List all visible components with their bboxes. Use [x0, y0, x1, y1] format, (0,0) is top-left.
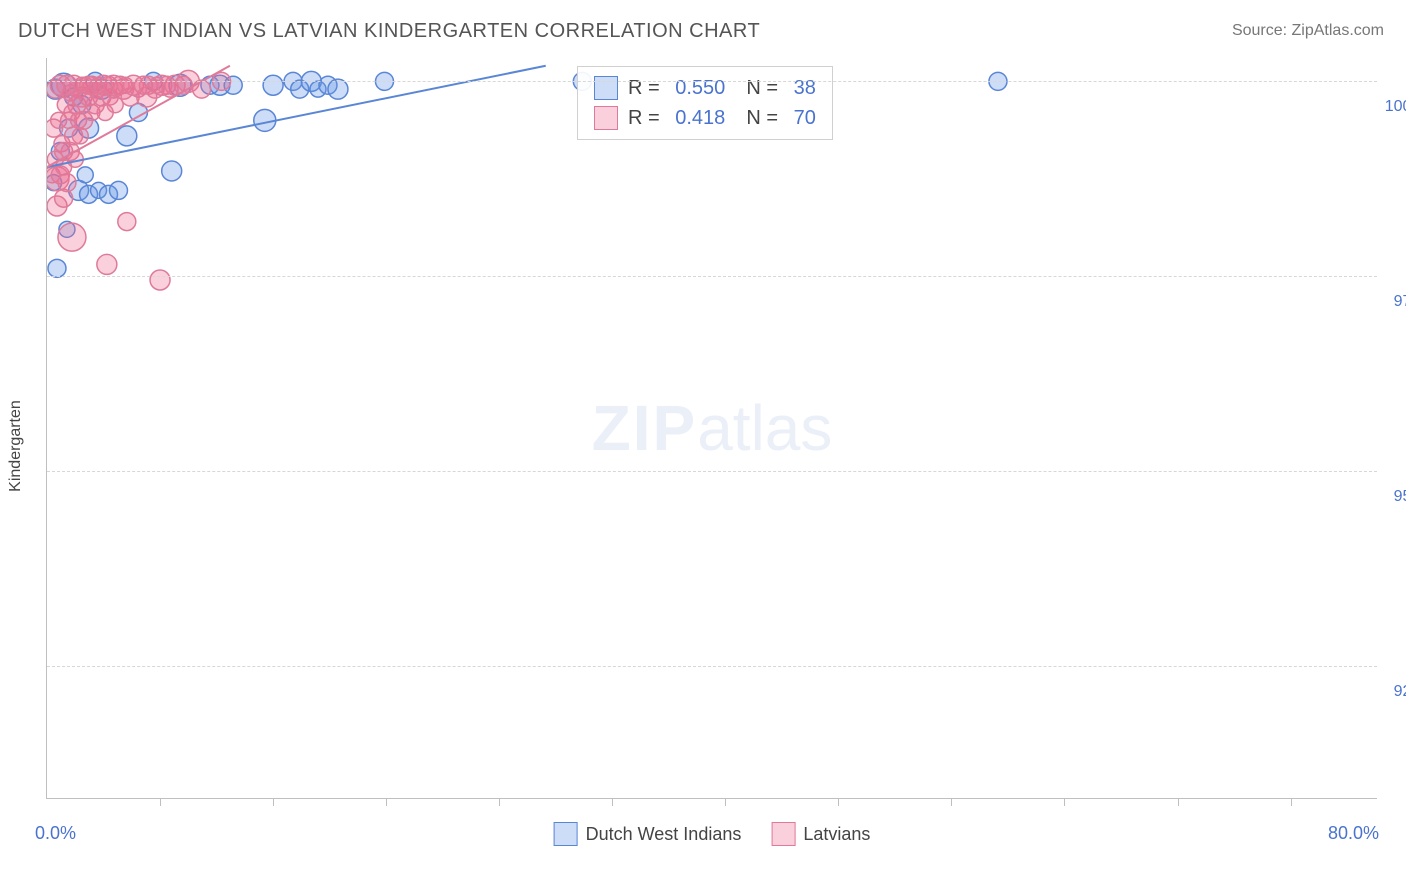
data-point [263, 75, 283, 95]
x-tick [1178, 798, 1179, 806]
legend-n-label: N = [735, 103, 783, 133]
legend-row: R = 0.418 N = 70 [594, 103, 816, 133]
x-tick [838, 798, 839, 806]
legend-r-label: R = [628, 73, 665, 103]
legend-r-value: 0.418 [675, 103, 725, 133]
x-tick [951, 798, 952, 806]
legend-n-label: N = [735, 73, 783, 103]
legend-swatch [771, 822, 795, 846]
legend-r-label: R = [628, 103, 665, 133]
x-tick [273, 798, 274, 806]
legend-n-value: 70 [794, 103, 816, 133]
legend-swatch [594, 76, 618, 100]
data-point [118, 213, 136, 231]
x-tick [612, 798, 613, 806]
chart-title: DUTCH WEST INDIAN VS LATVIAN KINDERGARTE… [18, 20, 760, 43]
data-point [150, 270, 170, 290]
x-start-label: 0.0% [35, 823, 76, 844]
data-point [162, 161, 182, 181]
data-point [97, 254, 117, 274]
source-label: Source: ZipAtlas.com [1232, 22, 1384, 40]
plot-area: ZIPatlas R = 0.550 N = 38R = 0.418 N = 7… [46, 58, 1377, 799]
y-tick-label: 92.5% [1383, 683, 1406, 701]
data-point [48, 259, 66, 277]
data-point [58, 223, 86, 251]
data-point [58, 174, 76, 192]
data-point [72, 128, 88, 144]
series-legend-item: Latvians [771, 822, 870, 846]
y-tick-label: 100.0% [1383, 98, 1406, 116]
legend-swatch [594, 106, 618, 130]
y-tick-label: 95.0% [1383, 488, 1406, 506]
y-axis-label: Kindergarten [7, 400, 25, 492]
y-tick-label: 97.5% [1383, 293, 1406, 311]
grid-line [47, 471, 1377, 472]
series-name: Latvians [803, 824, 870, 845]
series-name: Dutch West Indians [586, 824, 742, 845]
x-tick [160, 798, 161, 806]
series-legend-item: Dutch West Indians [554, 822, 742, 846]
data-point [77, 167, 93, 183]
data-point [117, 126, 137, 146]
data-point [109, 181, 127, 199]
grid-line [47, 666, 1377, 667]
legend-n-value: 38 [794, 73, 816, 103]
legend-row: R = 0.550 N = 38 [594, 73, 816, 103]
x-tick [386, 798, 387, 806]
legend-swatch [554, 822, 578, 846]
series-legend: Dutch West Indians Latvians [554, 822, 871, 846]
legend-r-value: 0.550 [675, 73, 725, 103]
x-end-label: 80.0% [1328, 823, 1379, 844]
stats-legend: R = 0.550 N = 38R = 0.418 N = 70 [577, 66, 833, 140]
x-tick [1064, 798, 1065, 806]
grid-line [47, 81, 1377, 82]
x-tick [499, 798, 500, 806]
scatter-svg [47, 58, 1377, 798]
grid-line [47, 276, 1377, 277]
x-tick [1291, 798, 1292, 806]
data-point [193, 80, 211, 98]
x-tick [725, 798, 726, 806]
